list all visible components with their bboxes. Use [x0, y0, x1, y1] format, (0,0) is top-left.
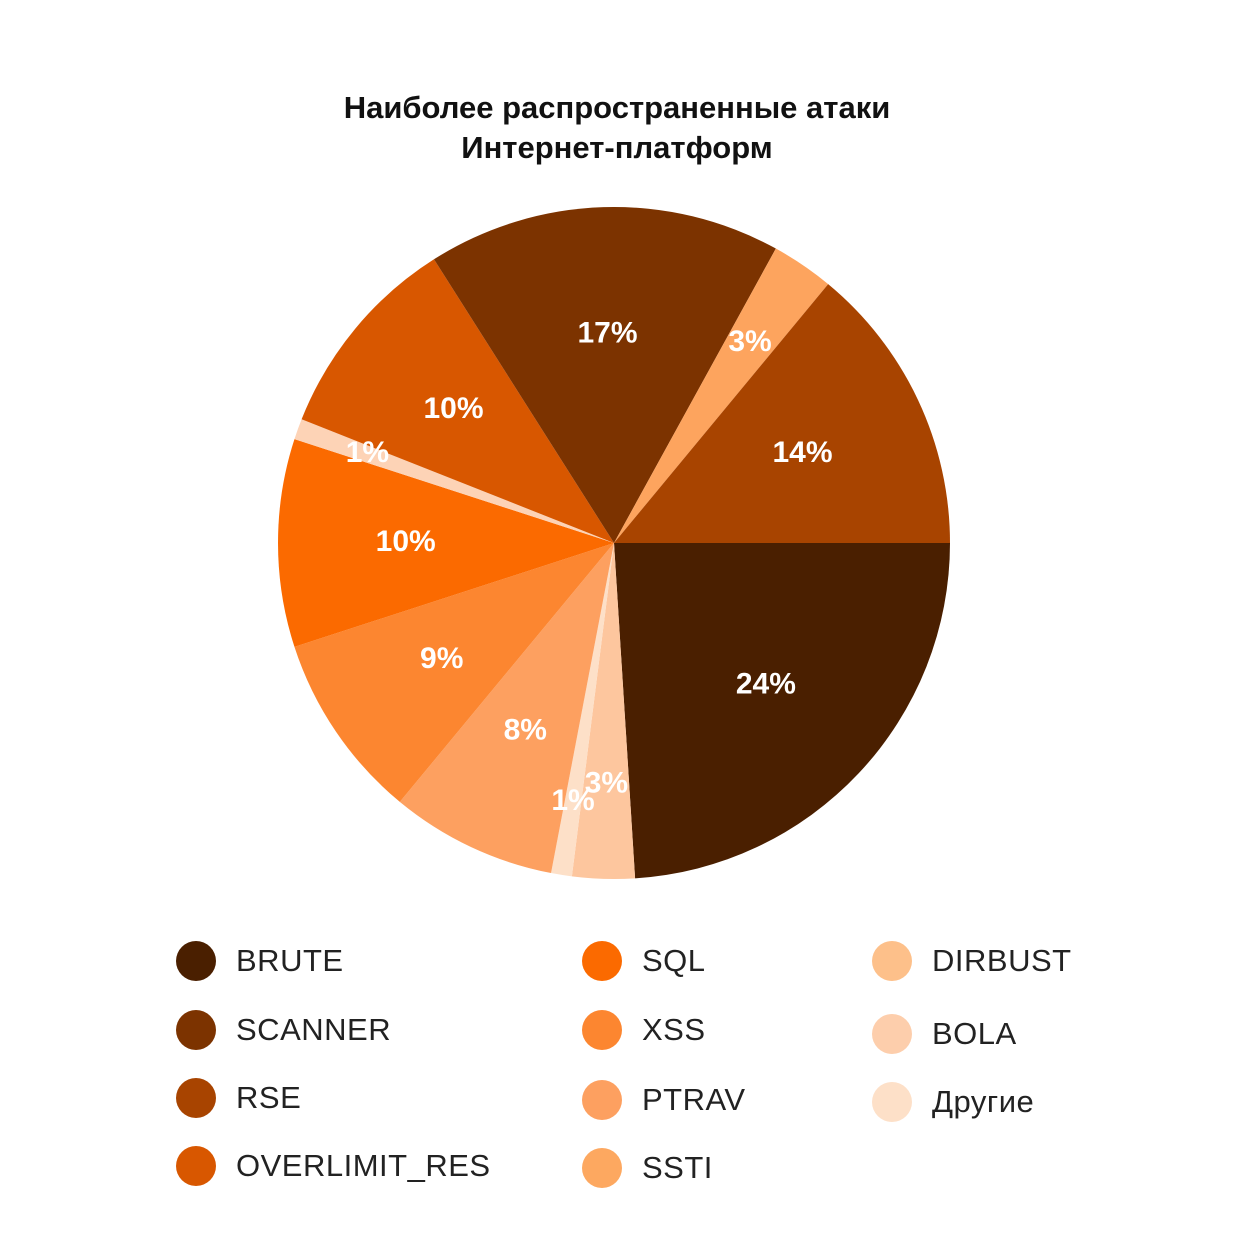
legend-item-ssti: SSTI	[582, 1146, 713, 1190]
slice-label-brute: 24%	[736, 668, 796, 701]
legend-label: BRUTE	[236, 943, 344, 978]
chart-title-line-1: Наиболее распространенные атаки	[343, 90, 891, 125]
slice-label-dirbust: 3%	[728, 325, 771, 358]
legend-label: RSE	[236, 1080, 302, 1115]
legend-label: OVERLIMIT_RES	[236, 1148, 491, 1183]
legend-item-sql: SQL	[582, 939, 706, 983]
legend-swatch	[176, 941, 216, 981]
pie-slice-bola	[294, 419, 614, 543]
pie-slice-другие	[551, 543, 614, 877]
slice-label-scanner: 17%	[577, 317, 637, 350]
chart-title-line-2: Интернет-платформ	[461, 130, 773, 165]
pie-slices	[278, 207, 950, 880]
legend-item-ptrav: PTRAV	[582, 1078, 746, 1122]
pie-slice-scanner	[433, 207, 776, 544]
pie-slice-sql	[278, 439, 614, 647]
slice-label-overlimit_res: 10%	[423, 392, 483, 425]
legend-label: SQL	[642, 943, 706, 978]
legend-swatch	[582, 1148, 622, 1188]
slice-label-rse: 14%	[772, 436, 832, 469]
slice-label-другие: 1%	[551, 784, 594, 817]
pie-slice-overlimit_res	[301, 259, 614, 543]
legend-item-rse: RSE	[176, 1076, 301, 1120]
legend-label: SSTI	[642, 1150, 713, 1185]
legend-item-dirbust: DIRBUST	[872, 939, 1072, 983]
legend-swatch	[872, 941, 912, 981]
pie-chart: 24%3%1%8%9%10%1%10%17% 3%14%	[278, 207, 950, 880]
slice-label-bola: 1%	[346, 436, 389, 469]
legend-swatch	[582, 1080, 622, 1120]
legend-item-scanner: SCANNER	[176, 1008, 391, 1052]
legend-swatch	[176, 1078, 216, 1118]
legend-label: Другие	[932, 1084, 1035, 1119]
pie-slice-ptrav	[399, 543, 614, 874]
legend-label: PTRAV	[642, 1082, 746, 1117]
chart-title: Наиболее распространенные атаки Интернет…	[0, 88, 1234, 168]
legend-swatch	[872, 1082, 912, 1122]
pie-labels: 24%3%1%8%9%10%1%10%17% 3%14%	[346, 317, 833, 817]
slice-label-sql: 10%	[376, 525, 436, 558]
pie-slice-brute	[614, 543, 950, 879]
legend-item-xss: XSS	[582, 1008, 706, 1052]
legend-item-другие: Другие	[872, 1080, 1034, 1124]
pie-slice-xss	[294, 543, 614, 802]
pie-slice-ssti	[571, 543, 636, 880]
legend-item-bola: BOLA	[872, 1012, 1017, 1056]
legend-label: SCANNER	[236, 1012, 392, 1047]
legend-swatch	[176, 1146, 216, 1186]
legend-swatch	[582, 1010, 622, 1050]
pie-slice-dirbust	[614, 248, 829, 543]
legend-swatch	[176, 1010, 216, 1050]
legend-label: DIRBUST	[932, 943, 1072, 978]
slice-label-ptrav: 8%	[504, 713, 547, 746]
legend-swatch	[872, 1014, 912, 1054]
legend-label: XSS	[642, 1012, 706, 1047]
legend-swatch	[582, 941, 622, 981]
legend-label: BOLA	[932, 1016, 1017, 1051]
slice-label-xss: 9%	[420, 642, 463, 675]
legend-item-brute: BRUTE	[176, 939, 344, 983]
slice-label-ssti: 3%	[585, 767, 628, 800]
pie-slice-rse	[614, 284, 950, 543]
legend-item-overlimit_res: OVERLIMIT_RES	[176, 1144, 491, 1188]
